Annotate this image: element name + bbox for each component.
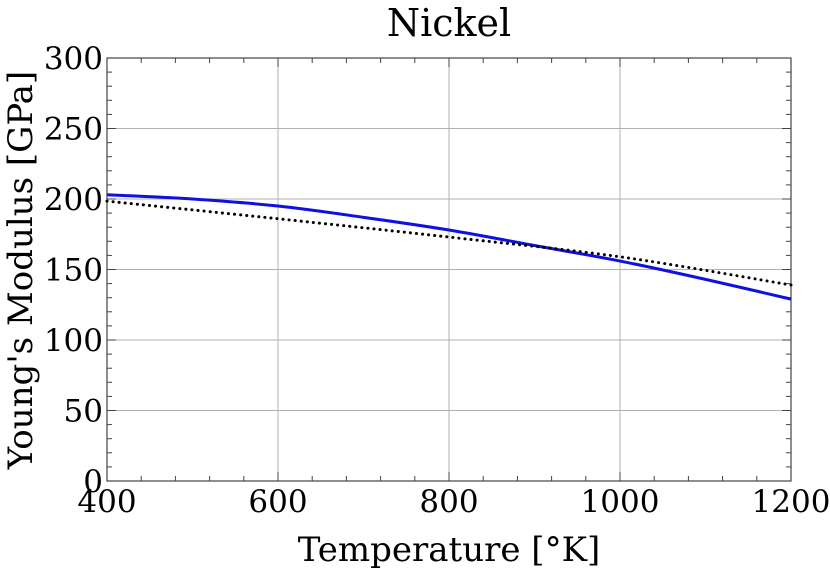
y-tick-label: 0 [83, 464, 103, 500]
chart-title: Nickel [387, 1, 511, 45]
grid [107, 58, 791, 481]
x-tick-label: 1000 [581, 484, 660, 520]
y-tick-label: 150 [44, 253, 103, 289]
plot-frame [106, 57, 792, 482]
y-tick-label: 300 [44, 41, 103, 77]
y-tick-labels: 0 50 100 150 200 250 300 [44, 41, 103, 500]
x-tick-label: 800 [419, 484, 478, 520]
y-tick-label: 100 [44, 323, 103, 359]
x-tick-labels: 400 600 800 1000 1200 [77, 484, 830, 520]
series-line-solid [106, 193, 792, 301]
y-tick-label: 50 [64, 394, 103, 430]
y-tick-label: 250 [44, 112, 103, 148]
x-tick-label: 1200 [752, 484, 830, 520]
y-axis-label: Young's Modulus [GPa] [1, 71, 41, 470]
series-group [105, 193, 793, 301]
x-tick-label: 600 [248, 484, 307, 520]
minor-ticks [106, 57, 792, 482]
y-tick-label: 200 [44, 182, 103, 218]
x-axis-label: Temperature [°K] [298, 530, 600, 570]
x-tick-label: 400 [77, 484, 136, 520]
